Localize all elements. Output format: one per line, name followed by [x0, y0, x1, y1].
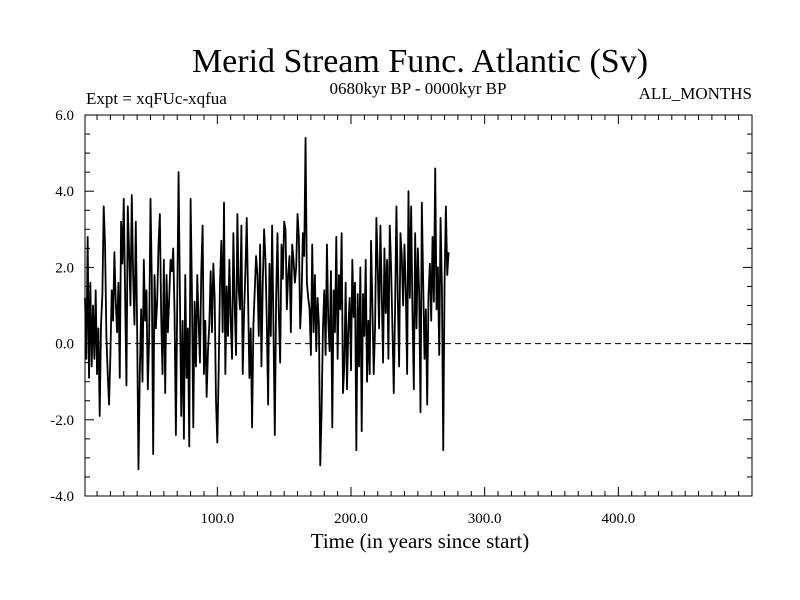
x-tick-label: 300.0 — [468, 511, 502, 527]
series-line — [84, 136, 450, 471]
y-axis: -4.0 -2.0 0.0 2.0 4.0 6.0 — [50, 108, 752, 505]
x-tick-label: 100.0 — [200, 511, 234, 527]
x-tick-label: 400.0 — [601, 511, 635, 527]
y-tick-label: 0.0 — [55, 337, 74, 353]
y-tick-label: 2.0 — [55, 260, 74, 276]
x-axis: 100.0 200.0 300.0 400.0 — [96, 115, 740, 527]
y-tick-label: 4.0 — [55, 184, 74, 200]
x-tick-label: 200.0 — [334, 511, 368, 527]
experiment-label: Expt = xqFUc-xqfua — [86, 89, 227, 108]
x-axis-label: Time (in years since start) — [311, 529, 530, 553]
y-tick-label: -2.0 — [50, 413, 74, 429]
series-group — [84, 136, 450, 471]
y-tick-label: -4.0 — [50, 489, 74, 505]
period-label: 0680kyr BP - 0000kyr BP — [330, 79, 507, 98]
plot-area: 100.0 200.0 300.0 400.0 -4.0 -2.0 0.0 2.0 4.0 6.… — [50, 108, 753, 527]
months-label: ALL_MONTHS — [639, 84, 752, 103]
chart-title: Merid Stream Func. Atlantic (Sv) — [192, 43, 648, 80]
y-tick-label: 6.0 — [55, 108, 74, 124]
